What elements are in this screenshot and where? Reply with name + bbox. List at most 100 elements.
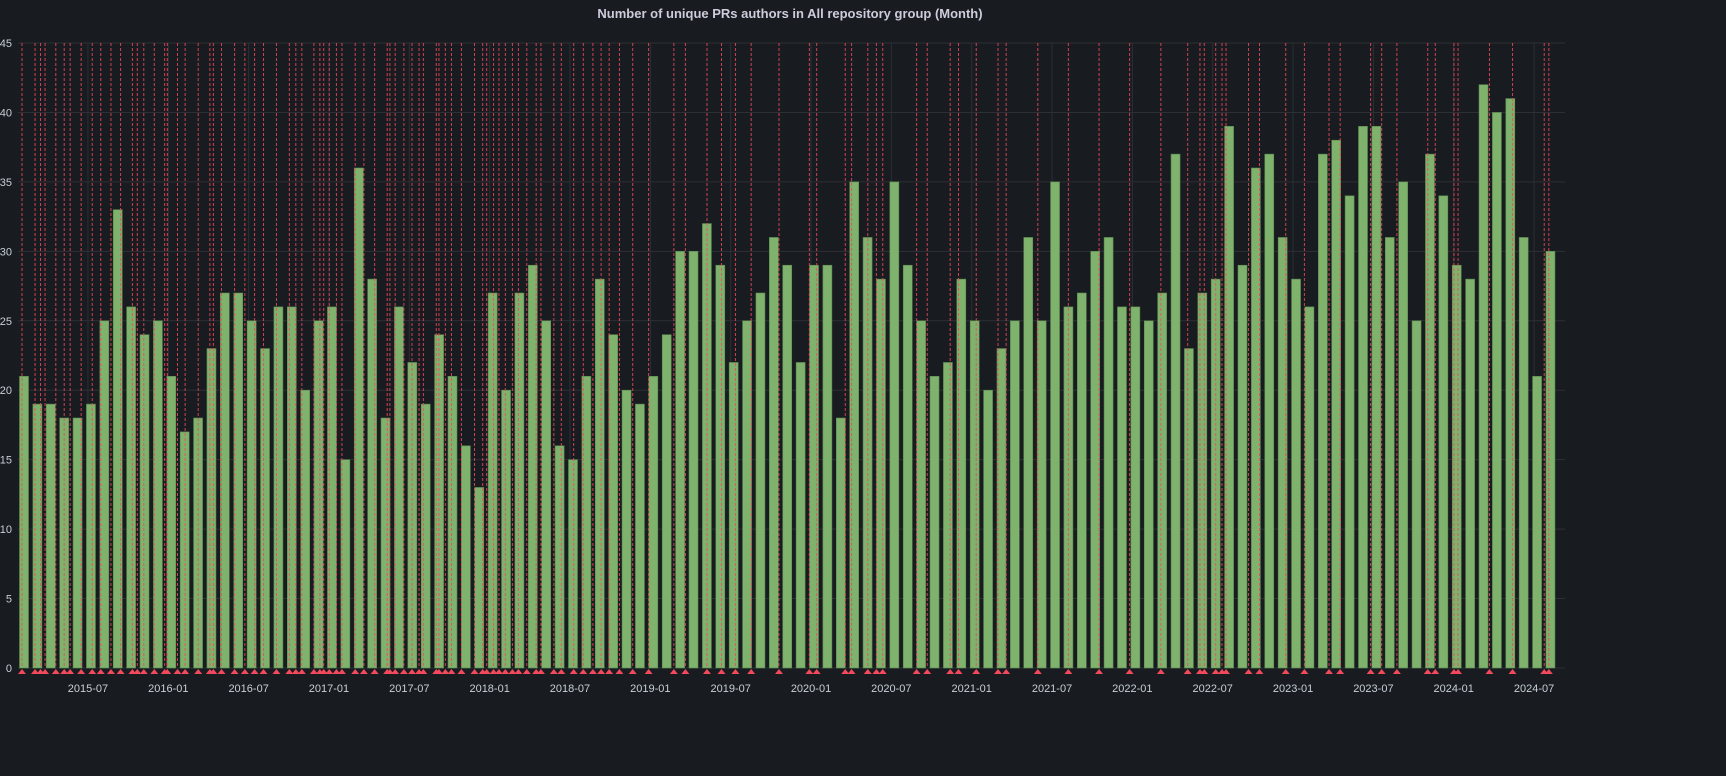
bar bbox=[1050, 181, 1060, 669]
x-tick-label: 2020-01 bbox=[791, 683, 831, 695]
annotation-marker-icon bbox=[407, 669, 416, 674]
bar bbox=[849, 181, 859, 669]
annotation-marker-icon bbox=[1211, 669, 1220, 674]
annotation-marker-icon bbox=[139, 669, 148, 674]
x-tick-label: 2022-07 bbox=[1193, 683, 1233, 695]
y-tick-label: 15 bbox=[0, 455, 12, 467]
bar bbox=[1291, 278, 1301, 669]
annotation-marker-icon bbox=[579, 669, 588, 674]
annotation-marker-icon bbox=[597, 669, 606, 674]
x-tick-label: 2019-01 bbox=[630, 683, 670, 695]
bar bbox=[1478, 84, 1489, 669]
bar bbox=[1438, 195, 1449, 669]
bar bbox=[1023, 237, 1034, 669]
annotation-marker-icon bbox=[1033, 669, 1042, 674]
bar bbox=[45, 403, 56, 669]
bar bbox=[1532, 376, 1542, 669]
annotation-marker-icon bbox=[669, 669, 678, 674]
annotation-marker-icon bbox=[923, 669, 932, 674]
annotation-marker-icon bbox=[482, 669, 491, 674]
bar bbox=[1465, 278, 1475, 669]
annotation-marker-icon bbox=[1366, 669, 1375, 674]
bar bbox=[1344, 195, 1355, 669]
annotation-marker-icon bbox=[805, 669, 814, 674]
annotation-marker-icon bbox=[259, 669, 268, 674]
annotation-marker-icon bbox=[96, 669, 105, 674]
annotation-marker-icon bbox=[272, 669, 281, 674]
annotation-marker-icon bbox=[1325, 669, 1334, 674]
annotation-marker-icon bbox=[1336, 669, 1345, 674]
bar bbox=[809, 264, 819, 669]
annotation-marker-icon bbox=[1156, 669, 1165, 674]
bar bbox=[501, 389, 511, 669]
annotation-marker-icon bbox=[337, 669, 346, 674]
bar bbox=[260, 348, 270, 669]
annotation-marker-icon bbox=[731, 669, 740, 674]
annotation-marker-icon bbox=[1255, 669, 1264, 674]
annotation-marker-icon bbox=[77, 669, 86, 674]
annotation-marker-icon bbox=[1392, 669, 1401, 674]
annotation-marker-icon bbox=[332, 669, 341, 674]
x-tick-label: 2024-07 bbox=[1514, 683, 1554, 695]
annotation-marker-icon bbox=[419, 669, 428, 674]
bar bbox=[1304, 306, 1315, 669]
bar bbox=[728, 362, 739, 669]
annotation-marker-icon bbox=[150, 669, 159, 674]
bar bbox=[822, 264, 833, 669]
annotation-marker-icon bbox=[194, 669, 203, 674]
annotation-marker-icon bbox=[173, 669, 182, 674]
bar bbox=[126, 306, 136, 669]
x-tick-label: 2022-01 bbox=[1112, 683, 1152, 695]
bar bbox=[1170, 153, 1181, 669]
y-tick-label: 35 bbox=[0, 177, 12, 189]
bar bbox=[1425, 153, 1435, 669]
bar bbox=[1251, 167, 1261, 669]
bar bbox=[19, 376, 29, 669]
x-tick-label: 2015-07 bbox=[68, 683, 108, 695]
bar bbox=[1130, 306, 1141, 669]
bar bbox=[394, 306, 404, 669]
bar bbox=[273, 306, 284, 669]
bar bbox=[1224, 126, 1234, 669]
x-tick-label: 2017-07 bbox=[389, 683, 429, 695]
annotation-marker-icon bbox=[133, 669, 142, 674]
annotation-marker-icon bbox=[1125, 669, 1134, 674]
bar bbox=[528, 264, 538, 669]
annotation-marker-icon bbox=[181, 669, 190, 674]
bar bbox=[648, 376, 659, 669]
x-tick-label: 2016-07 bbox=[228, 683, 268, 695]
bar bbox=[1518, 237, 1529, 669]
bar bbox=[1143, 320, 1154, 669]
annotation-marker-icon bbox=[702, 669, 711, 674]
annotation-marker-icon bbox=[1431, 669, 1440, 674]
annotation-marker-icon bbox=[391, 669, 400, 674]
annotation-marker-icon bbox=[522, 669, 531, 674]
y-tick-label: 45 bbox=[0, 38, 12, 50]
x-tick-label: 2023-07 bbox=[1353, 683, 1393, 695]
annotation-marker-icon bbox=[230, 669, 239, 674]
annotation-marker-icon bbox=[217, 669, 226, 674]
bar bbox=[1117, 306, 1127, 669]
annotation-marker-icon bbox=[863, 669, 872, 674]
bar bbox=[541, 320, 552, 669]
annotation-marker-icon bbox=[912, 669, 921, 674]
bar bbox=[340, 459, 351, 669]
bar bbox=[862, 237, 873, 669]
annotation-marker-icon bbox=[457, 669, 466, 674]
bar bbox=[742, 320, 752, 669]
x-tick-label: 2023-01 bbox=[1273, 683, 1313, 695]
bar bbox=[72, 417, 83, 669]
bar bbox=[635, 403, 645, 669]
bar bbox=[889, 181, 900, 669]
annotation-marker-icon bbox=[972, 669, 981, 674]
bar bbox=[206, 348, 217, 669]
annotation-marker-icon bbox=[501, 669, 510, 674]
annotation-marker-icon bbox=[51, 669, 60, 674]
bar bbox=[1492, 112, 1502, 669]
annotation-marker-icon bbox=[1244, 669, 1253, 674]
bar bbox=[1505, 98, 1516, 669]
x-tick-label: 2018-01 bbox=[469, 683, 509, 695]
x-tick-label: 2021-07 bbox=[1032, 683, 1072, 695]
annotation-marker-icon bbox=[494, 669, 503, 674]
